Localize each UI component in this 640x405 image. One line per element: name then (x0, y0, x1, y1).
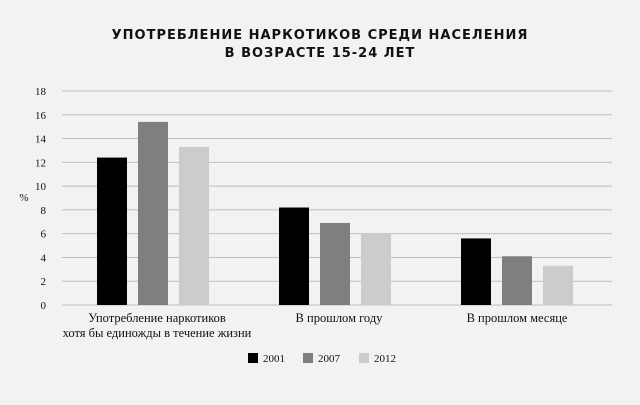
y-tick-label: 8 (41, 205, 47, 217)
chart-title: УПОТРЕБЛЕНИЕ НАРКОТИКОВ СРЕДИ НАСЕЛЕНИЯ … (112, 28, 529, 61)
y-tick-label: 16 (35, 110, 47, 122)
bar-2001-2 (279, 207, 309, 305)
y-tick-label: 0 (41, 300, 47, 312)
bars (97, 121, 573, 306)
y-tick-label: 4 (41, 252, 47, 264)
y-tick-label: 18 (35, 86, 47, 98)
category-label: Употребление наркотиков (88, 311, 226, 325)
y-tick-label: 2 (41, 276, 47, 288)
category-label: хотя бы единожды в течение жизни (63, 326, 252, 340)
y-tick-label: 14 (35, 134, 47, 146)
legend: 2001 2007 2012 (248, 353, 396, 365)
category-label: В прошлом году (296, 311, 384, 325)
y-axis-ticks: 0 2 4 6 8 10 12 14 16 18 (35, 86, 47, 312)
y-tick-label: 12 (35, 157, 46, 169)
legend-label: 2012 (374, 353, 396, 365)
y-tick-label: 6 (41, 229, 47, 241)
y-axis-label: % (19, 192, 28, 204)
bar-2012-1 (179, 146, 209, 305)
legend-swatch-2007 (303, 353, 313, 363)
chart-title-line-1: УПОТРЕБЛЕНИЕ НАРКОТИКОВ СРЕДИ НАСЕЛЕНИЯ (112, 28, 529, 43)
legend-label: 2007 (318, 353, 341, 365)
legend-label: 2001 (263, 353, 285, 365)
y-tick-label: 10 (35, 181, 47, 193)
bar-2012-3 (543, 265, 573, 305)
category-label: В прошлом месяце (467, 311, 568, 325)
bar-2007-1 (138, 121, 168, 306)
bar-2007-3 (502, 256, 532, 305)
chart-title-line-2: В ВОЗРАСТЕ 15-24 ЛЕТ (225, 46, 416, 61)
bar-2007-2 (320, 222, 350, 305)
legend-swatch-2001 (248, 353, 258, 363)
bar-2001-1 (97, 157, 127, 305)
bar-2001-3 (461, 238, 491, 305)
bar-2012-2 (361, 233, 391, 305)
legend-swatch-2012 (359, 353, 369, 363)
